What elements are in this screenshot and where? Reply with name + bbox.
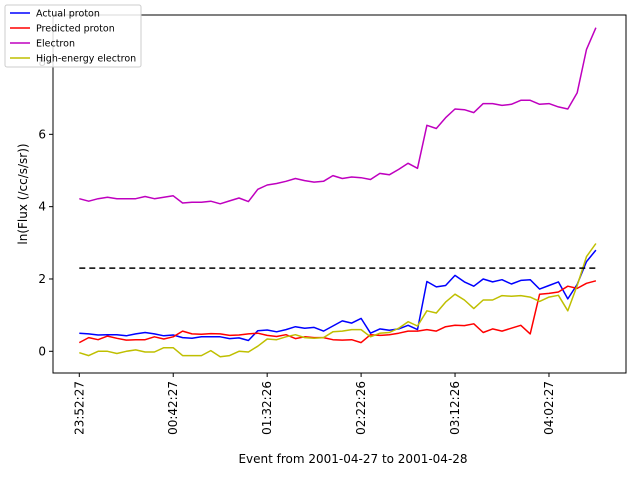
series-layer bbox=[78, 27, 597, 358]
x-tick-label: 00:42:27 bbox=[166, 381, 180, 435]
x-tick-label: 04:02:27 bbox=[542, 381, 556, 435]
legend-box bbox=[4, 4, 142, 68]
x-tick-label: 03:12:26 bbox=[448, 381, 462, 435]
plot-frame bbox=[52, 14, 627, 374]
legend-label: High-energy electron bbox=[36, 54, 136, 65]
x-tick-label: 23:52:27 bbox=[72, 381, 86, 435]
x-tick-label: 01:32:26 bbox=[260, 381, 274, 435]
x-axis-label: Event from 2001-04-27 to 2001-04-28 bbox=[238, 452, 467, 466]
y-tick-label: 2 bbox=[38, 272, 46, 286]
y-tick-label: 6 bbox=[38, 127, 46, 141]
plot-background bbox=[53, 15, 626, 373]
series-line-predicted-proton bbox=[78, 280, 597, 344]
legend: Actual proton Predicted proton Electron Hig… bbox=[4, 4, 142, 68]
legend-label: Actual proton bbox=[36, 9, 100, 20]
y-tick-label: 0 bbox=[38, 344, 46, 358]
y-tick-label: 4 bbox=[38, 200, 46, 214]
plot-area bbox=[53, 15, 626, 373]
axes-layer: 0246823:52:2700:42:2701:32:2602:22:2603:… bbox=[38, 14, 627, 435]
x-tick-label: 02:22:26 bbox=[354, 381, 368, 435]
series-line-actual-proton bbox=[79, 249, 597, 342]
series-line-electron bbox=[79, 27, 597, 205]
y-axis-label: ln(Flux (/cc/s/sr)) bbox=[16, 143, 30, 244]
series-line-high-energy-electron bbox=[79, 243, 597, 358]
legend-label: Electron bbox=[36, 39, 75, 50]
legend-label: Predicted proton bbox=[36, 24, 115, 35]
